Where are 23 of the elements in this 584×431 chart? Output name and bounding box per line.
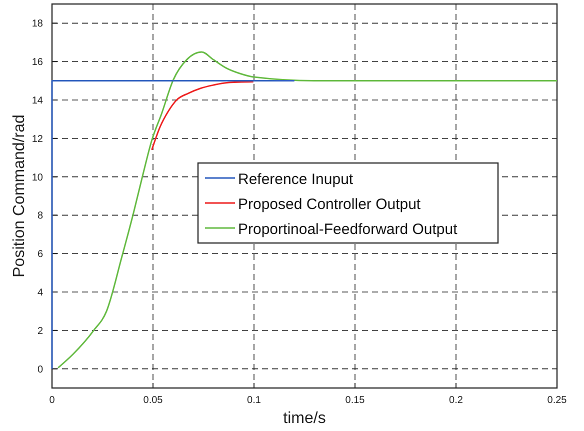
y-tick-label: 6 (37, 249, 44, 260)
y-tick-label: 2 (37, 326, 44, 337)
legend-label: Reference Inuput (238, 171, 354, 188)
line-series (151, 81, 254, 151)
x-tick-label: 0.25 (547, 395, 568, 406)
y-tick-label: 12 (32, 134, 44, 145)
x-tick-label: 0.15 (345, 395, 366, 406)
legend-label: Proposed Controller Output (238, 196, 422, 213)
y-tick-label: 0 (37, 364, 44, 376)
y-tick-label: 8 (37, 210, 44, 222)
y-tick-label: 16 (32, 57, 44, 68)
x-axis-title: time/s (283, 410, 326, 427)
y-tick-label: 14 (32, 96, 44, 106)
y-tick-label: 18 (32, 18, 44, 30)
y-axis-title: Position Command/rad (11, 114, 28, 278)
x-tick-label: 0.1 (247, 395, 262, 406)
line-series (57, 51, 558, 369)
x-tick-label: 0.2 (449, 395, 464, 406)
legend-label: Proportinoal-Feedforward Output (238, 221, 458, 238)
x-tick-label: 0.05 (143, 395, 164, 406)
y-tick-label: 10 (32, 172, 44, 184)
x-tick-label: 0 (49, 395, 56, 406)
y-tick-label: 4 (37, 288, 44, 298)
